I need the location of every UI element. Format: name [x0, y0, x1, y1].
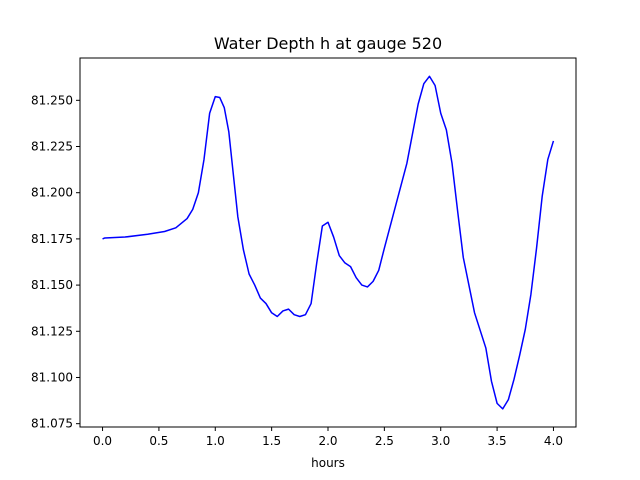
y-tick-label: 81.125: [31, 324, 73, 338]
x-tick-label: 0.0: [93, 434, 112, 448]
y-tick-label: 81.225: [31, 140, 73, 154]
x-tick-label: 3.0: [431, 434, 450, 448]
x-tick-label: 1.5: [262, 434, 281, 448]
x-tick-label: 1.0: [206, 434, 225, 448]
plot-area: [102, 75, 555, 410]
y-tick-label: 81.250: [31, 93, 73, 107]
x-axis-ticks: 0.0 0.5 1.0 1.5 2.0 2.5 3.0 3.5 4.0: [93, 427, 563, 448]
series-line-0: [102, 75, 555, 410]
y-axis-ticks: 81.075 81.100 81.125 81.150 81.175 81.200 81.2…: [31, 93, 80, 431]
x-tick-label: 0.5: [149, 434, 168, 448]
y-tick-label: 81.200: [31, 186, 73, 200]
x-tick-label: 2.0: [318, 434, 337, 448]
x-tick-label: 4.0: [544, 434, 563, 448]
y-tick-label: 81.175: [31, 232, 73, 246]
y-tick-label: 81.075: [31, 417, 73, 431]
x-tick-label: 2.5: [375, 434, 394, 448]
chart-title: Water Depth h at gauge 520: [214, 34, 442, 53]
y-tick-label: 81.150: [31, 278, 73, 292]
y-tick-label: 81.100: [31, 370, 73, 384]
x-tick-label: 3.5: [488, 434, 507, 448]
x-axis-label: hours: [311, 456, 345, 470]
